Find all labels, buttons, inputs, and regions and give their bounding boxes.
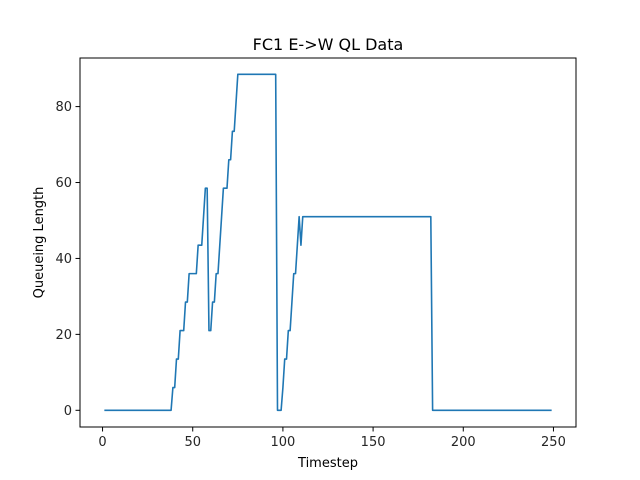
x-tick-label: 50	[184, 435, 201, 450]
y-tick-label: 0	[64, 404, 72, 419]
x-axis-label: Timestep	[297, 456, 358, 471]
series-layer	[104, 73, 552, 412]
axes-frame	[79, 57, 577, 428]
x-tick-label: 200	[451, 435, 476, 450]
y-tick-label: 40	[55, 252, 72, 267]
chart-title: FC1 E->W QL Data	[253, 35, 404, 54]
plot-area	[79, 57, 577, 428]
y-axis-label: Queueing Length	[32, 187, 47, 299]
x-tick-label: 250	[541, 435, 566, 450]
y-axis: 0 20 40 60 80	[55, 100, 80, 419]
x-tick-label: 100	[270, 435, 295, 450]
x-tick-label: 150	[361, 435, 386, 450]
y-tick-label: 20	[55, 328, 72, 343]
y-tick-label: 60	[55, 176, 72, 191]
x-axis: 0 50 100 150 200 250	[98, 427, 566, 450]
x-tick-label: 0	[98, 435, 106, 450]
y-tick-label: 80	[55, 100, 72, 115]
series-line	[104, 73, 552, 412]
